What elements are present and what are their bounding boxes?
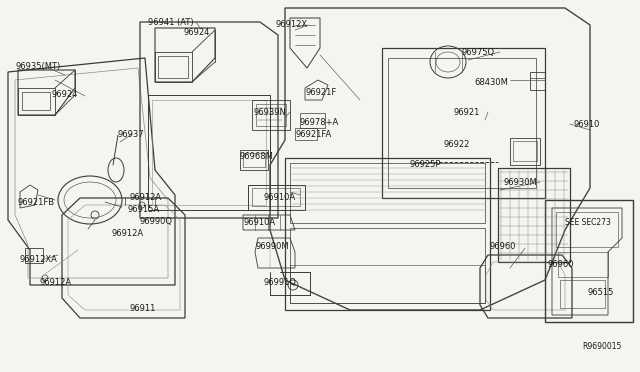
Text: 96924: 96924 bbox=[183, 28, 209, 37]
Text: 96924: 96924 bbox=[52, 90, 78, 99]
Bar bbox=[252, 188, 300, 206]
Bar bbox=[513, 141, 537, 161]
Text: R9690015: R9690015 bbox=[582, 342, 621, 351]
Text: 96937: 96937 bbox=[118, 130, 145, 139]
Text: 96912A: 96912A bbox=[112, 229, 144, 238]
Text: 96910: 96910 bbox=[573, 120, 600, 129]
Text: 96911: 96911 bbox=[130, 304, 156, 313]
Text: 96978+A: 96978+A bbox=[300, 118, 339, 127]
Bar bbox=[556, 212, 618, 247]
Text: 96922: 96922 bbox=[444, 140, 470, 149]
Text: 96515: 96515 bbox=[588, 288, 614, 297]
Bar bbox=[290, 265, 485, 303]
Text: 96912A: 96912A bbox=[130, 193, 162, 202]
Bar bbox=[25, 248, 43, 263]
Bar bbox=[256, 104, 286, 126]
Text: 96991Q: 96991Q bbox=[263, 278, 296, 287]
Text: 96975Q: 96975Q bbox=[462, 48, 495, 57]
Text: 96915A: 96915A bbox=[127, 205, 159, 214]
Bar bbox=[252, 100, 290, 130]
Text: 96912XA: 96912XA bbox=[20, 255, 58, 264]
Bar bbox=[290, 228, 485, 303]
Text: 96912A: 96912A bbox=[40, 278, 72, 287]
Text: 96921FA: 96921FA bbox=[295, 130, 332, 139]
Bar bbox=[560, 280, 605, 308]
Text: 96960: 96960 bbox=[490, 242, 516, 251]
Bar bbox=[558, 252, 608, 277]
Text: 96930M: 96930M bbox=[503, 178, 537, 187]
Bar bbox=[545, 200, 633, 322]
Text: SEE SEC273: SEE SEC273 bbox=[565, 218, 611, 227]
Text: 96910A: 96910A bbox=[243, 218, 275, 227]
Text: 96921: 96921 bbox=[453, 108, 479, 117]
Text: 96921F: 96921F bbox=[306, 88, 337, 97]
Bar bbox=[300, 113, 325, 128]
Text: 96910A: 96910A bbox=[263, 193, 295, 202]
Text: 96968M: 96968M bbox=[240, 152, 274, 161]
Bar bbox=[290, 163, 485, 223]
Bar bbox=[22, 92, 50, 110]
Bar bbox=[148, 95, 270, 210]
Text: 96939N: 96939N bbox=[253, 108, 286, 117]
Text: 96925P: 96925P bbox=[410, 160, 442, 169]
Bar bbox=[152, 100, 266, 205]
Bar bbox=[295, 128, 317, 140]
Text: 96990M: 96990M bbox=[255, 242, 289, 251]
Text: 96912X: 96912X bbox=[275, 20, 307, 29]
Text: 96935(MT): 96935(MT) bbox=[15, 62, 60, 71]
Text: 96960: 96960 bbox=[548, 260, 575, 269]
Bar bbox=[243, 153, 265, 167]
Text: 96990Q: 96990Q bbox=[139, 217, 172, 226]
Bar bbox=[530, 72, 545, 90]
Text: 96921FB: 96921FB bbox=[18, 198, 55, 207]
Text: 96941 (AT): 96941 (AT) bbox=[148, 18, 194, 27]
Bar bbox=[158, 56, 188, 78]
Text: 68430M: 68430M bbox=[474, 78, 508, 87]
Bar bbox=[388, 58, 536, 188]
